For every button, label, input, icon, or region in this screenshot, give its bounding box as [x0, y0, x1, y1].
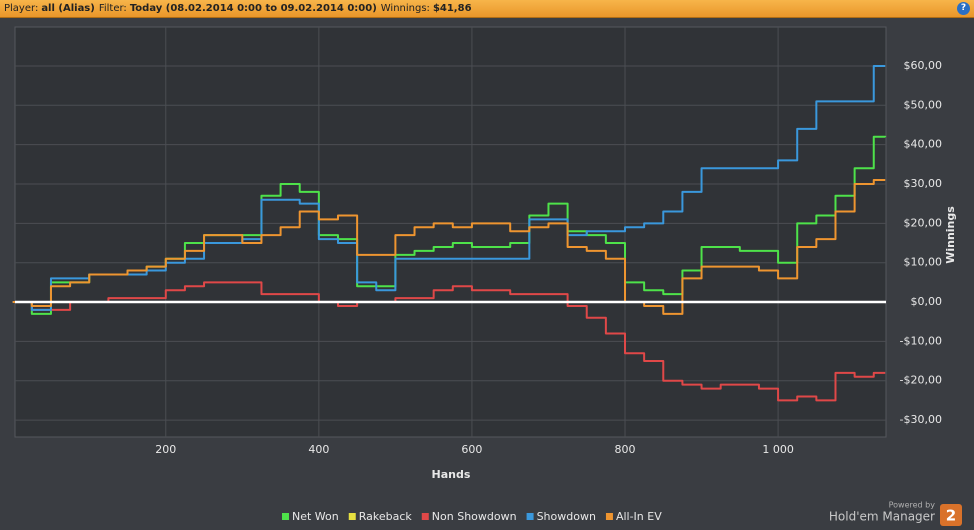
logo-text: 2 [946, 507, 956, 525]
help-button[interactable]: ? [957, 2, 970, 15]
legend-label: Showdown [537, 510, 596, 523]
logo-badge [940, 504, 962, 526]
x-tick-label: 800 [615, 443, 636, 456]
filter-label: Filter: [98, 3, 127, 14]
powered-by: Powered by [889, 501, 936, 510]
filter-label: Player: [4, 3, 39, 14]
x-axis-title: Hands [432, 468, 471, 481]
y-tick-label: -$10,00 [900, 334, 942, 347]
filter-label: Winnings: [380, 3, 430, 14]
legend-label: Net Won [292, 510, 339, 523]
y-tick-label: $20,00 [904, 216, 943, 229]
y-tick-label: $0,00 [911, 295, 943, 308]
y-tick-label: -$30,00 [900, 413, 942, 426]
legend-swatch [605, 513, 613, 520]
plot-area [14, 26, 887, 438]
legend: Net Won Rakeback Non Showdown Showdown All-I… [282, 510, 662, 523]
filter-value: Today (08.02.2014 0:00 to 09.02.2014 0:0… [129, 3, 377, 14]
series-line [12, 179, 886, 315]
y-tick-label: $40,00 [904, 138, 943, 151]
y-tick-label: $50,00 [904, 98, 943, 111]
x-tick-label: 200 [155, 443, 176, 456]
filter-value: all (Alias) [41, 3, 95, 14]
y-tick-label: -$20,00 [900, 374, 942, 387]
x-tick-label: 1 000 [762, 443, 794, 456]
legend-swatch [526, 513, 534, 520]
legend-label: All-In EV [616, 510, 662, 523]
y-axis-title: Winnings [944, 206, 957, 264]
product-name: Hold'em Manager [829, 510, 935, 524]
x-tick-label: 600 [461, 443, 482, 456]
series-line [12, 64, 886, 311]
legend-swatch [421, 513, 429, 520]
filter-value: $41,86 [432, 3, 472, 14]
x-tick-label: 400 [308, 443, 329, 456]
legend-swatch [282, 513, 289, 520]
y-tick-label: $10,00 [904, 256, 943, 269]
legend-label: Non Showdown [432, 510, 517, 523]
legend-label: Rakeback [359, 510, 413, 523]
series-line [12, 281, 886, 402]
legend-swatch [348, 513, 356, 520]
y-tick-label: $30,00 [904, 177, 943, 190]
filter-bar: Player: all (Alias) Filter: Today (08.02.20… [0, 0, 974, 18]
y-tick-label: $60,00 [904, 59, 943, 72]
